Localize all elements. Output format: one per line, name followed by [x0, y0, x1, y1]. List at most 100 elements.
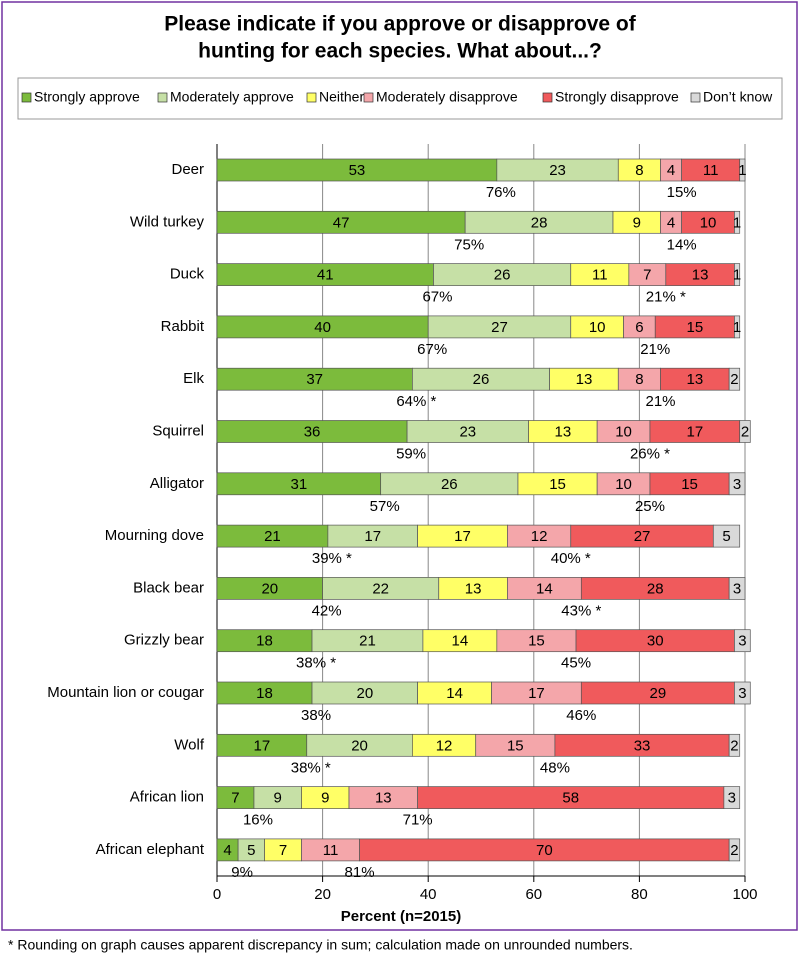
bar-value-label: 53 [349, 162, 366, 179]
disapprove-total-label: 15% [667, 184, 697, 201]
bar-value-label: 13 [375, 790, 392, 807]
approve-total-label: 76% [486, 184, 516, 201]
approve-total-label: 9% [231, 864, 253, 881]
bar-segment [728, 472, 746, 496]
bar-value-label: 11 [703, 162, 719, 179]
bar-value-label: 31 [290, 476, 307, 493]
bar-value-label: 2 [730, 371, 738, 388]
bar-value-label: 15 [549, 476, 566, 493]
bar-value-label: 3 [728, 790, 736, 807]
x-axis-title: Percent (n=2015) [341, 908, 461, 925]
bar-value-label: 27 [491, 319, 508, 336]
y-tick-label: African elephant [96, 841, 205, 858]
bar-value-label: 17 [454, 528, 471, 545]
bar-value-label: 12 [436, 737, 453, 754]
bar-value-label: 3 [738, 633, 746, 650]
bar-value-label: 10 [700, 214, 717, 231]
bar-value-label: 26 [441, 476, 458, 493]
bar-value-label: 36 [304, 423, 321, 440]
bar-segment [739, 420, 751, 443]
x-tick-label: 40 [420, 886, 437, 903]
chart-title: Please indicate if you approve or disapp… [164, 13, 636, 36]
bar-value-label: 15 [507, 737, 524, 754]
bar-value-label: 20 [351, 737, 368, 754]
bar-value-label: 13 [554, 423, 571, 440]
bar-segment [739, 158, 746, 182]
y-tick-label: Rabbit [161, 318, 205, 335]
legend-swatch [542, 92, 553, 103]
bar-value-label: 13 [686, 371, 703, 388]
bar-value-label: 7 [231, 790, 239, 807]
bar-value-label: 6 [635, 319, 643, 336]
bar-value-label: 17 [686, 423, 703, 440]
legend-swatch [690, 92, 701, 103]
bar-value-label: 20 [261, 580, 278, 597]
legend-label: Don’t know [703, 89, 773, 105]
bar-value-label: 9 [633, 214, 641, 231]
bar-value-label: 30 [647, 633, 664, 650]
approve-total-label: 42% [312, 602, 342, 619]
bar-value-label: 10 [615, 476, 632, 493]
bar-value-label: 28 [647, 580, 664, 597]
bar-value-label: 1 [733, 214, 741, 231]
approve-total-label: 38% * [291, 759, 331, 776]
chart-frame [1, 1, 798, 931]
disapprove-total-label: 26% * [630, 445, 670, 462]
approve-total-label: 16% [243, 812, 273, 829]
bar-value-label: 12 [531, 528, 548, 545]
bar-value-label: 1 [738, 162, 746, 179]
bar-value-label: 2 [741, 423, 749, 440]
bar-value-label: 15 [681, 476, 698, 493]
bar-value-label: 15 [528, 633, 545, 650]
chart-title: hunting for each species. What about...? [198, 40, 602, 63]
disapprove-total-label: 48% [540, 759, 570, 776]
bar-value-label: 7 [279, 842, 287, 859]
bar-value-label: 58 [562, 790, 579, 807]
approve-total-label: 38% * [296, 655, 336, 672]
bar-value-label: 9 [274, 790, 282, 807]
bar-value-label: 26 [494, 267, 511, 284]
approve-total-label: 57% [370, 498, 400, 515]
disapprove-total-label: 21% [646, 393, 676, 410]
bar-value-label: 22 [372, 580, 389, 597]
disapprove-total-label: 14% [667, 236, 697, 253]
bar-value-label: 14 [452, 633, 469, 650]
bar-value-label: 26 [473, 371, 490, 388]
bar-value-label: 13 [692, 267, 709, 284]
y-tick-label: Wolf [174, 736, 205, 753]
bar-value-label: 9 [321, 790, 329, 807]
bar-value-label: 5 [247, 842, 255, 859]
footnote: * Rounding on graph causes apparent disc… [8, 937, 633, 953]
legend-label: Moderately disapprove [376, 89, 518, 105]
legend-label: Neither [319, 89, 364, 105]
approve-total-label: 67% [417, 341, 447, 358]
bar-segment [728, 838, 741, 862]
legend-swatch [157, 92, 168, 103]
bar-value-label: 20 [356, 685, 373, 702]
bar-value-label: 17 [364, 528, 381, 545]
disapprove-total-label: 46% [566, 707, 596, 724]
bar-value-label: 21 [359, 633, 376, 650]
bar-value-label: 17 [254, 737, 271, 754]
bar-segment [734, 263, 741, 286]
approve-total-label: 75% [454, 236, 484, 253]
y-tick-label: African lion [130, 789, 204, 806]
x-tick-label: 80 [631, 886, 648, 903]
bar-value-label: 13 [576, 371, 593, 388]
bar-value-label: 11 [592, 267, 608, 284]
disapprove-total-label: 40% * [551, 550, 591, 567]
bar-value-label: 4 [667, 162, 675, 179]
bar-value-label: 41 [317, 267, 334, 284]
bar-value-label: 4 [223, 842, 231, 859]
bar-segment [734, 315, 741, 339]
bar-segment [723, 786, 741, 809]
bar-segment [728, 577, 746, 600]
bar-value-label: 23 [459, 423, 476, 440]
approve-total-label: 39% * [312, 550, 352, 567]
bar-value-label: 10 [615, 423, 632, 440]
bar-value-label: 21 [264, 528, 281, 545]
x-tick-label: 60 [525, 886, 542, 903]
bar-value-label: 11 [323, 842, 339, 859]
x-tick-label: 20 [314, 886, 331, 903]
